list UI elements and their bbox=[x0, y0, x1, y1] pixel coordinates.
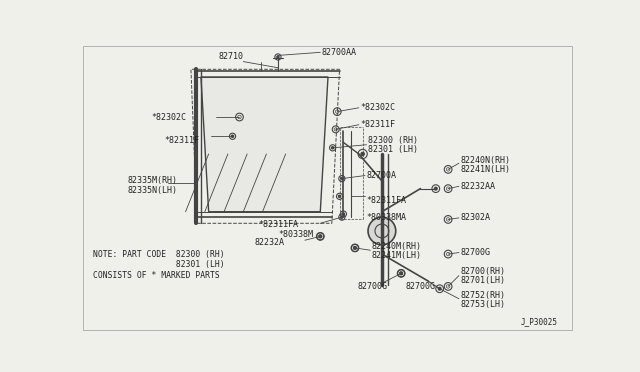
Text: *82311FA: *82311FA bbox=[259, 220, 299, 229]
Circle shape bbox=[368, 217, 396, 245]
Text: *82302C: *82302C bbox=[151, 112, 186, 122]
Circle shape bbox=[435, 187, 437, 190]
Circle shape bbox=[232, 135, 234, 137]
Text: 82240N(RH): 82240N(RH) bbox=[460, 155, 511, 165]
Circle shape bbox=[400, 272, 403, 275]
Text: *80338MA: *80338MA bbox=[367, 213, 406, 222]
Text: 82700A: 82700A bbox=[367, 171, 397, 180]
Circle shape bbox=[340, 177, 343, 180]
Text: 82301 (LH): 82301 (LH) bbox=[93, 260, 225, 269]
Circle shape bbox=[438, 288, 441, 290]
Text: 82335M(RH): 82335M(RH) bbox=[128, 176, 178, 185]
Text: 82335N(LH): 82335N(LH) bbox=[128, 186, 178, 195]
Text: 82241N(LH): 82241N(LH) bbox=[460, 165, 511, 174]
Text: *82311F: *82311F bbox=[164, 136, 200, 145]
Circle shape bbox=[354, 247, 356, 249]
Text: NOTE: PART CODE  82300 (RH): NOTE: PART CODE 82300 (RH) bbox=[93, 250, 225, 259]
Text: 82232A: 82232A bbox=[255, 238, 285, 247]
Text: *80338M: *80338M bbox=[278, 230, 313, 239]
Text: 82700AA: 82700AA bbox=[322, 48, 357, 57]
Circle shape bbox=[342, 213, 344, 215]
Text: 82300 (RH): 82300 (RH) bbox=[368, 136, 418, 145]
Text: 82700(RH): 82700(RH) bbox=[460, 266, 506, 276]
Text: 82701(LH): 82701(LH) bbox=[460, 276, 506, 285]
Text: 82302A: 82302A bbox=[460, 214, 490, 222]
Circle shape bbox=[319, 235, 321, 238]
Polygon shape bbox=[201, 77, 328, 212]
Text: *82311F: *82311F bbox=[360, 120, 396, 129]
Text: 82700G: 82700G bbox=[357, 282, 387, 291]
Text: 82240M(RH): 82240M(RH) bbox=[372, 242, 422, 251]
Circle shape bbox=[340, 216, 343, 218]
Circle shape bbox=[332, 147, 333, 149]
Text: 82301 (LH): 82301 (LH) bbox=[368, 145, 418, 154]
Text: 82753(LH): 82753(LH) bbox=[460, 301, 506, 310]
Circle shape bbox=[277, 56, 279, 58]
Text: 82241M(LH): 82241M(LH) bbox=[372, 251, 422, 260]
Text: *82311FA: *82311FA bbox=[367, 196, 406, 205]
Text: CONSISTS OF * MARKED PARTS: CONSISTS OF * MARKED PARTS bbox=[93, 271, 220, 280]
Circle shape bbox=[400, 272, 403, 275]
Text: J_P30025: J_P30025 bbox=[520, 317, 557, 326]
Circle shape bbox=[361, 153, 364, 155]
Text: 82700G: 82700G bbox=[405, 282, 435, 291]
Text: 82710: 82710 bbox=[219, 52, 244, 61]
Text: 82700G: 82700G bbox=[460, 248, 490, 257]
Circle shape bbox=[339, 195, 340, 198]
Text: 82752(RH): 82752(RH) bbox=[460, 291, 506, 300]
Text: *82302C: *82302C bbox=[360, 103, 396, 112]
Text: 82232AA: 82232AA bbox=[460, 182, 495, 191]
